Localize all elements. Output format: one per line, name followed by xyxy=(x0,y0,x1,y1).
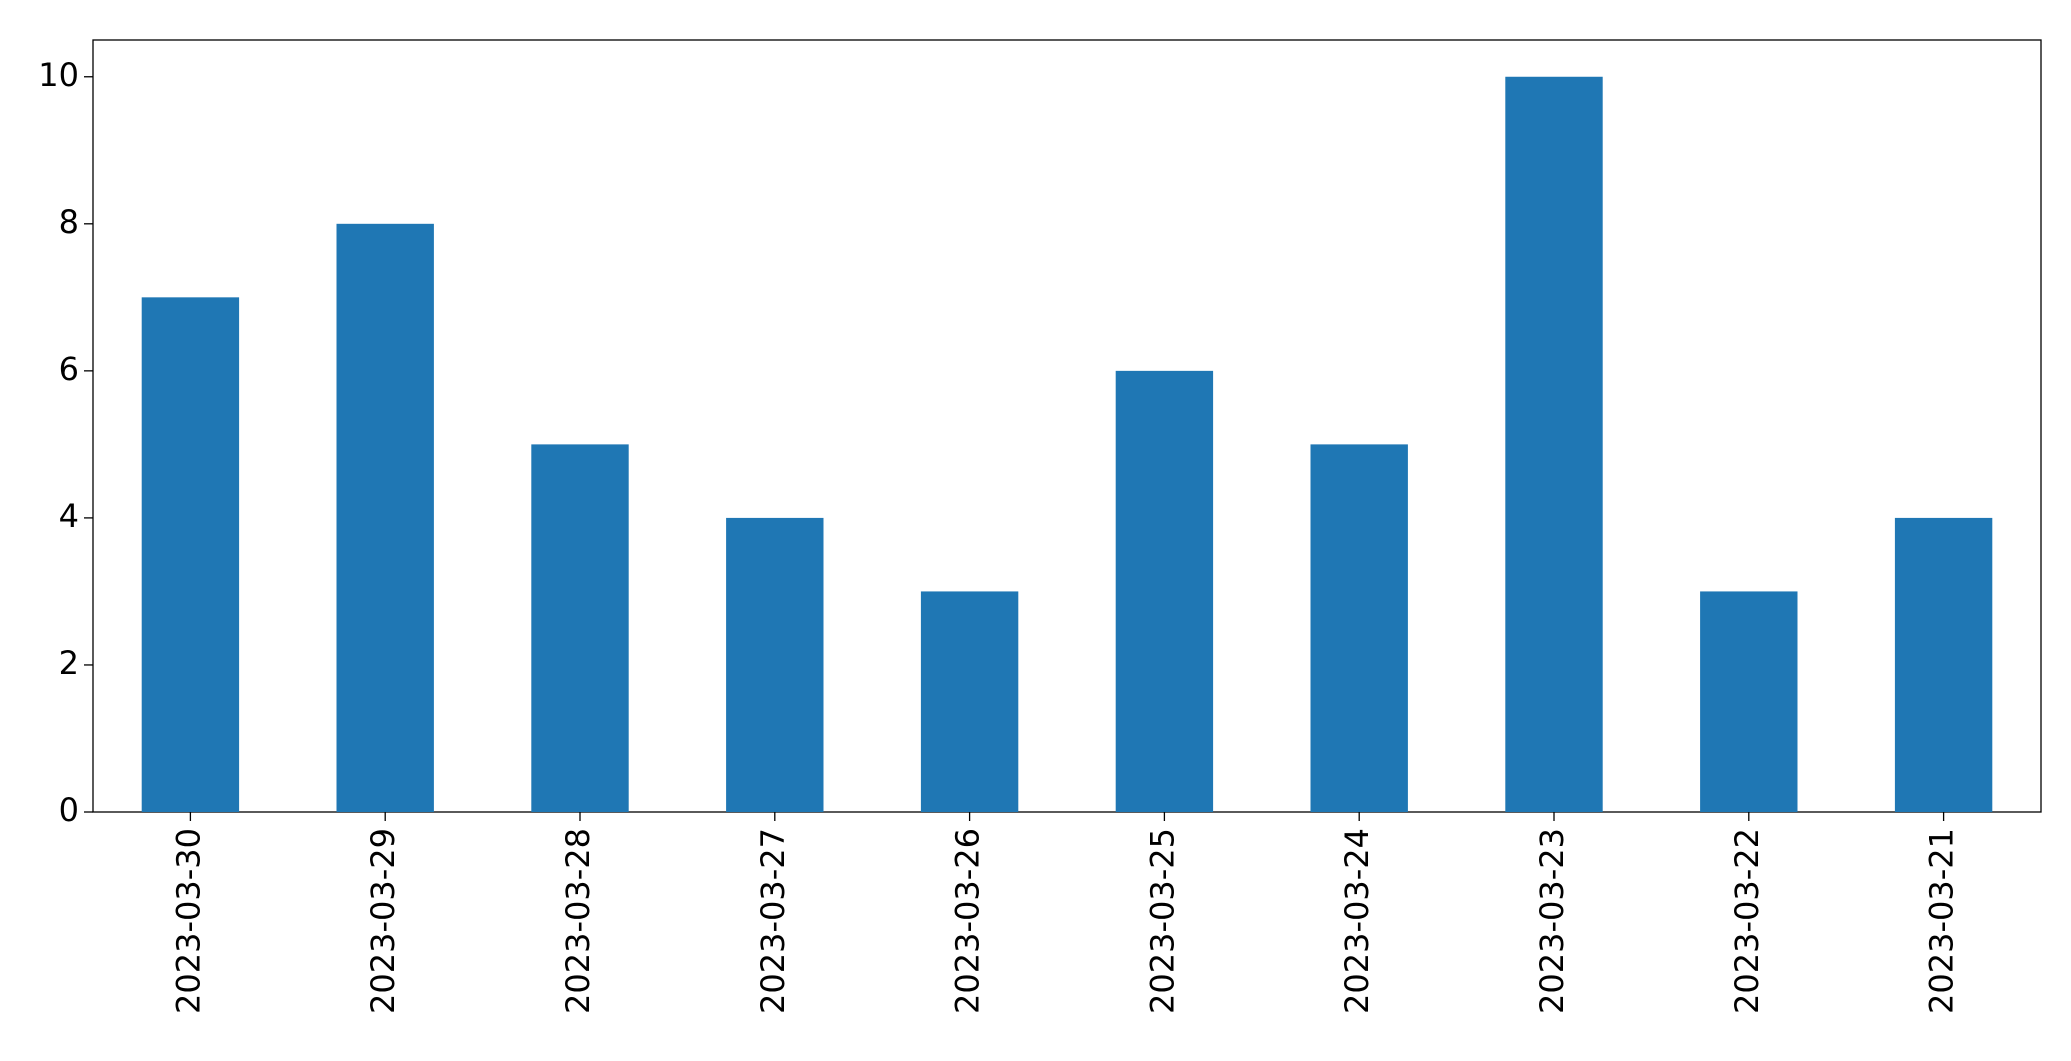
bar xyxy=(1115,370,1214,812)
plot-frame xyxy=(92,39,2042,813)
y-tick-label: 2 xyxy=(59,644,79,682)
y-tick-label: 0 xyxy=(59,791,79,829)
bar xyxy=(1700,591,1798,812)
x-tick-label: 2023-03-24 xyxy=(1338,828,1376,1014)
y-tick-label: 6 xyxy=(59,350,79,388)
bar xyxy=(1310,444,1408,812)
bar xyxy=(726,517,824,812)
y-tick-label: 10 xyxy=(38,56,79,94)
x-tick-label: 2023-03-23 xyxy=(1533,828,1571,1014)
bar xyxy=(141,297,240,812)
x-tick-label: 2023-03-29 xyxy=(364,828,402,1014)
x-tick-label: 2023-03-25 xyxy=(1143,828,1181,1014)
x-tick-label: 2023-03-22 xyxy=(1728,828,1766,1014)
x-tick-label: 2023-03-26 xyxy=(949,828,987,1014)
bar xyxy=(920,591,1019,812)
bar xyxy=(531,444,629,812)
bar xyxy=(336,223,434,813)
bar xyxy=(1505,76,1603,812)
y-tick-label: 4 xyxy=(59,497,79,535)
x-tick-label: 2023-03-21 xyxy=(1923,828,1961,1014)
x-tick-label: 2023-03-30 xyxy=(169,828,207,1014)
y-tick-label: 8 xyxy=(59,203,79,241)
x-tick-label: 2023-03-27 xyxy=(754,828,792,1014)
bar xyxy=(1894,517,1993,812)
x-tick-label: 2023-03-28 xyxy=(559,828,597,1014)
